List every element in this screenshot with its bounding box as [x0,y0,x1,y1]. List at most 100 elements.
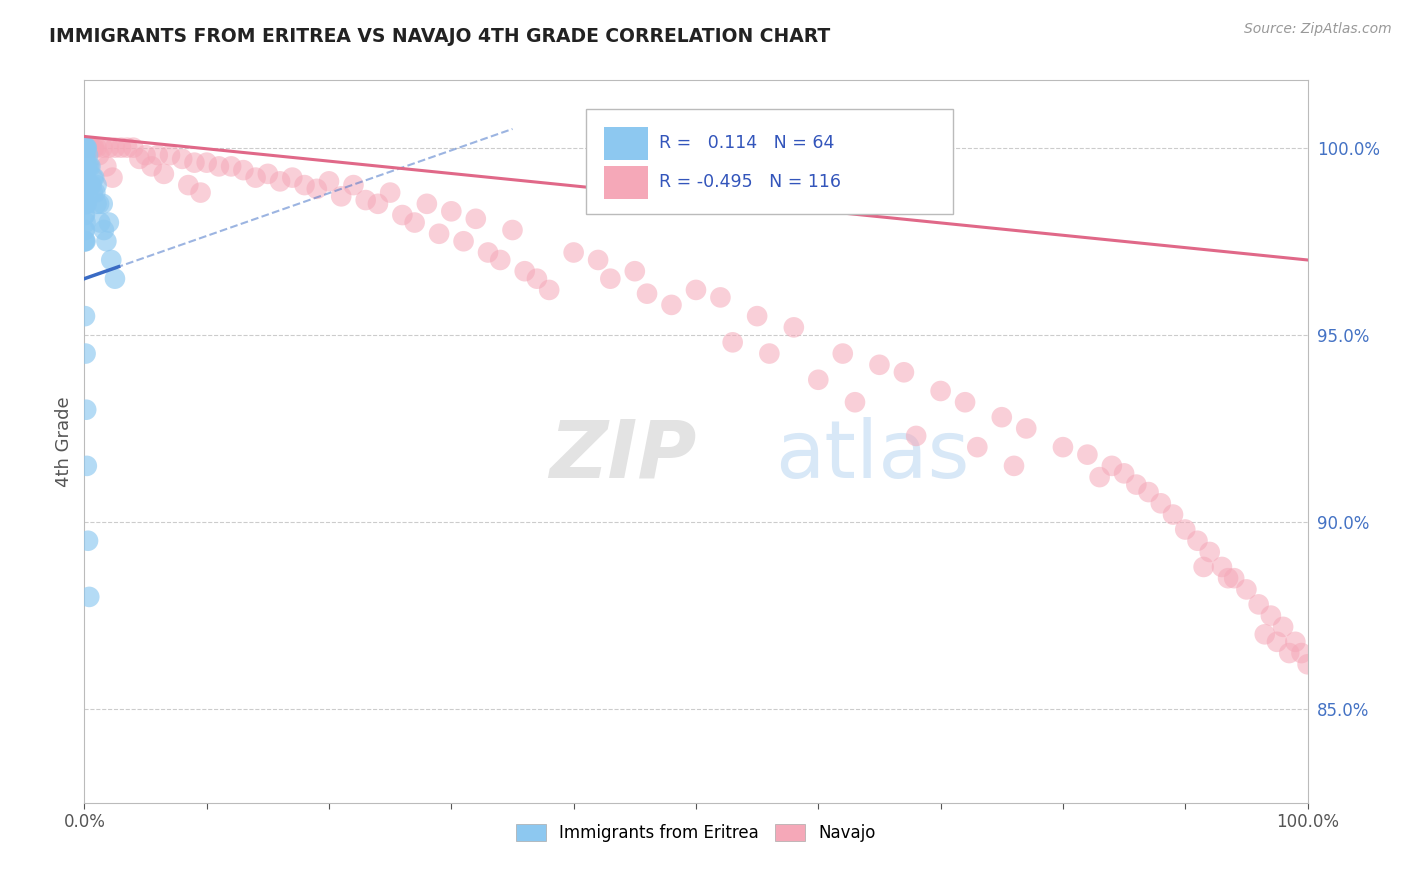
Point [1052,440,1074,454]
Point [73,309,96,323]
Point [721,335,744,350]
Point [1002,458,1025,473]
Point [177,178,200,193]
Point [77,178,100,193]
Point [709,290,731,304]
Point [73,234,96,248]
Point [1192,560,1215,574]
Point [1236,582,1258,597]
Point [183,155,205,169]
Point [489,252,512,267]
Point [685,283,707,297]
Point [342,178,364,193]
Text: R =   0.114   N = 64: R = 0.114 N = 64 [659,134,835,153]
Point [83,170,105,185]
Point [526,271,548,285]
Point [416,196,439,211]
Point [893,365,915,379]
Point [73,223,96,237]
Point [831,346,853,360]
Point [1101,458,1123,473]
Point [73,160,96,174]
Point [281,170,304,185]
Point [84,186,107,200]
FancyBboxPatch shape [605,127,648,160]
Point [77,148,100,162]
Point [219,160,242,174]
Point [73,141,96,155]
Point [354,193,377,207]
Point [1216,571,1239,585]
Point [73,160,96,174]
Point [101,170,124,185]
Point [1137,485,1160,500]
Point [502,223,524,237]
Point [624,264,647,278]
Point [73,196,96,211]
Point [318,174,340,188]
FancyBboxPatch shape [586,109,953,214]
Point [269,174,291,188]
Point [538,283,561,297]
Point [929,384,952,398]
Point [453,234,475,248]
Point [77,141,100,155]
Point [305,182,328,196]
Point [586,252,609,267]
Point [75,148,97,162]
Point [73,234,96,248]
Point [146,148,169,162]
Point [172,152,194,166]
Point [1260,608,1282,623]
Point [73,148,96,162]
Point [73,148,96,162]
Point [96,234,118,248]
Point [1291,646,1313,660]
Point [75,178,97,193]
FancyBboxPatch shape [605,166,648,199]
Point [86,141,108,155]
Point [75,141,97,155]
Point [513,264,536,278]
Point [159,148,181,162]
Point [195,155,218,169]
Point [232,163,254,178]
Point [330,189,353,203]
Point [190,186,212,200]
Point [73,141,96,155]
Point [966,440,988,454]
Point [75,234,97,248]
Point [75,141,97,155]
Point [93,223,115,237]
Point [73,223,96,237]
Point [76,141,98,155]
Point [77,533,100,548]
Point [135,148,157,162]
Point [77,178,100,193]
Point [73,186,96,200]
Point [122,141,145,155]
Point [1223,571,1246,585]
Point [77,141,100,155]
Point [73,141,96,155]
Point [953,395,976,409]
Point [1254,627,1277,641]
Text: IMMIGRANTS FROM ERITREA VS NAVAJO 4TH GRADE CORRELATION CHART: IMMIGRANTS FROM ERITREA VS NAVAJO 4TH GR… [49,27,831,45]
Point [80,178,103,193]
Y-axis label: 4th Grade: 4th Grade [55,396,73,487]
Point [73,160,96,174]
Point [79,178,101,193]
Text: ZIP: ZIP [550,417,696,495]
Point [636,286,658,301]
Point [77,160,100,174]
Point [110,141,132,155]
Point [294,178,316,193]
Point [91,196,114,211]
Point [83,141,105,155]
Point [73,170,96,185]
Point [76,458,98,473]
Point [1284,635,1306,649]
Point [73,178,96,193]
Point [208,160,231,174]
Point [905,429,928,443]
